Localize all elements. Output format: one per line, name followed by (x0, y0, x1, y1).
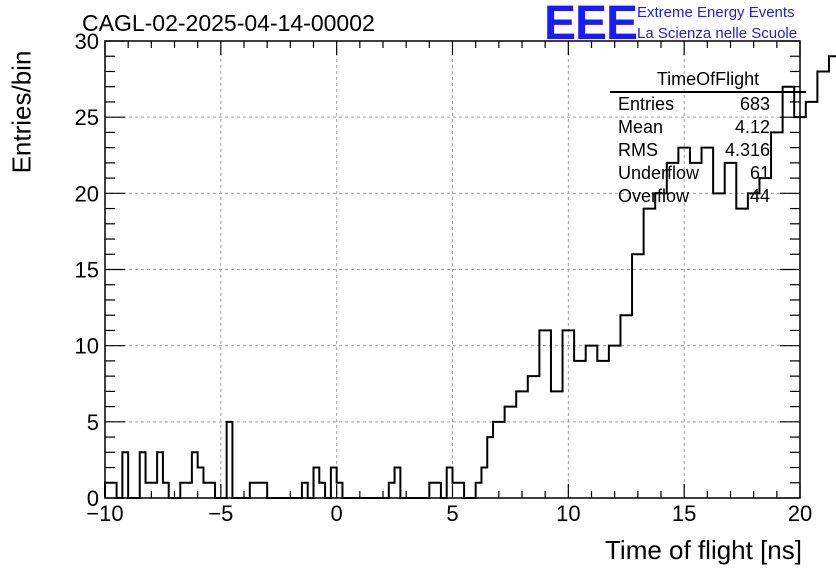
eee-logo: EEE (544, 0, 638, 50)
stats-value: 44 (749, 186, 770, 206)
x-axis-label: Time of flight [ns] (605, 535, 802, 565)
y-tick-label: 0 (87, 486, 99, 511)
y-axis-label: Entries/bin (6, 50, 37, 174)
histogram-series-line (104, 55, 836, 499)
stats-value: 683 (739, 94, 770, 114)
x-tick-label: 15 (672, 501, 696, 526)
stats-value: 4.12 (734, 117, 770, 137)
x-tick-label: −5 (208, 501, 233, 526)
stats-title: TimeOfFlight (610, 68, 806, 93)
x-tick-label: 20 (788, 501, 812, 526)
y-tick-label: 10 (75, 334, 99, 359)
y-tick-label: 20 (75, 181, 99, 206)
stats-row-overflow: Overflow 44 (610, 185, 806, 208)
stats-box: TimeOfFlight Entries 683 Mean 4.12 RMS 4… (610, 68, 806, 208)
stats-value: 61 (749, 163, 770, 183)
chart-title: CAGL-02-2025-04-14-00002 (82, 10, 375, 36)
y-tick-label: 5 (87, 410, 99, 435)
logo-line-1: Extreme Energy Events (637, 4, 795, 21)
logo-line-2: La Scienza nelle Scuole (637, 25, 798, 42)
stats-value: 4.316 (724, 140, 770, 160)
stats-label: RMS (618, 140, 658, 160)
stats-label: Overflow (618, 186, 690, 206)
y-tick-label: 30 (75, 29, 99, 54)
y-tick-label: 25 (75, 105, 99, 130)
stats-row-entries: Entries 683 (610, 93, 806, 116)
stats-label: Mean (618, 117, 664, 137)
x-tick-label: −10 (86, 501, 123, 526)
stats-row-underflow: Underflow 61 (610, 162, 806, 185)
x-tick-label: 5 (446, 501, 458, 526)
x-tick-label: 10 (556, 501, 580, 526)
stats-label: Underflow (618, 163, 700, 183)
stats-row-mean: Mean 4.12 (610, 116, 806, 139)
y-tick-label: 15 (75, 258, 99, 283)
x-tick-label: 0 (331, 501, 343, 526)
stats-label: Entries (618, 94, 675, 114)
stats-row-rms: RMS 4.316 (610, 139, 806, 162)
